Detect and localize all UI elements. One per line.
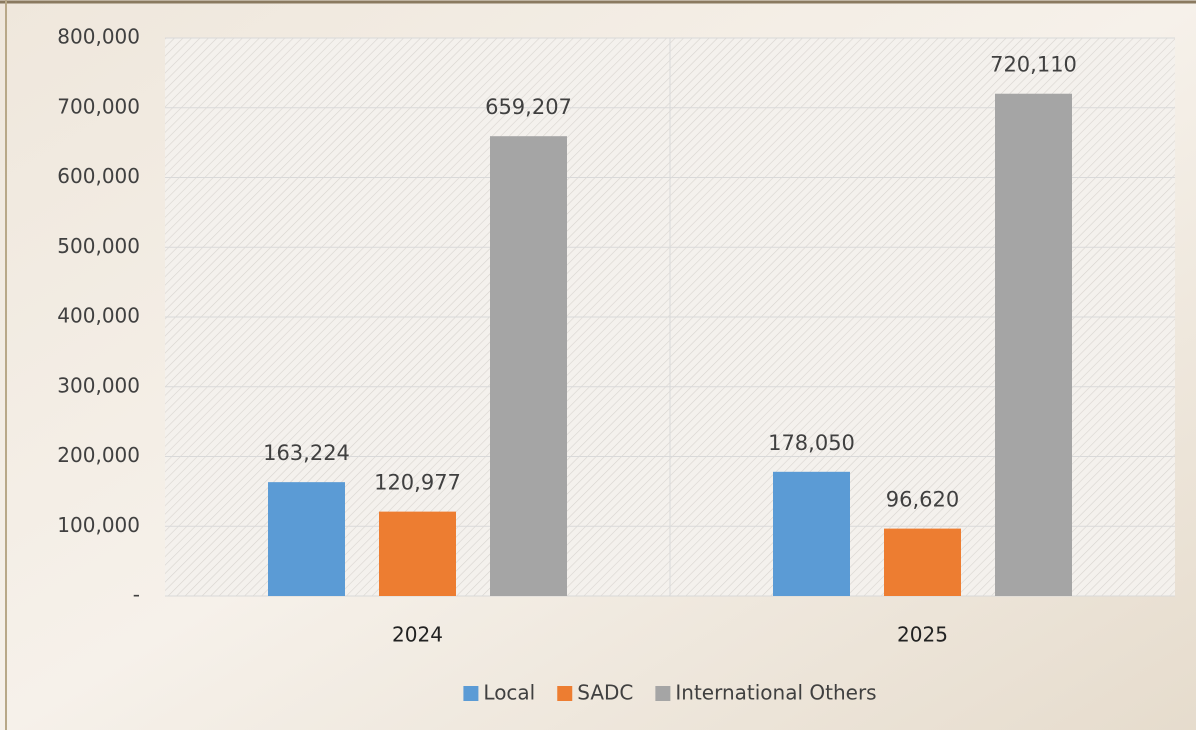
- y-tick-label: 400,000: [57, 304, 140, 328]
- value-label: 720,110: [990, 53, 1077, 77]
- legend-swatch: [463, 686, 478, 701]
- y-tick-label: 600,000: [57, 164, 140, 188]
- bar: [490, 136, 567, 596]
- x-tick-label: 2024: [392, 623, 443, 647]
- y-tick-label: 800,000: [57, 25, 140, 49]
- value-label: 178,050: [768, 431, 855, 455]
- bar: [773, 472, 850, 596]
- bar: [884, 529, 961, 596]
- value-label: 96,620: [886, 488, 959, 512]
- chart: - 100,000 200,000 300,000 400,000 500,000 600,…: [0, 0, 1196, 730]
- legend-swatch: [655, 686, 670, 701]
- y-tick-label: 500,000: [57, 234, 140, 258]
- value-label: 120,977: [374, 471, 461, 495]
- y-tick-label: 300,000: [57, 373, 140, 397]
- y-tick-label: 700,000: [57, 94, 140, 118]
- bar: [995, 94, 1072, 596]
- legend-label: SADC: [577, 681, 633, 705]
- bar: [268, 482, 345, 596]
- y-tick-label: 200,000: [57, 443, 140, 467]
- value-label: 163,224: [263, 441, 350, 465]
- bar: [379, 512, 456, 596]
- y-tick-label: 100,000: [57, 513, 140, 537]
- legend-label: Local: [483, 681, 535, 705]
- legend-label: International Others: [675, 681, 876, 705]
- y-tick-label: -: [133, 583, 140, 607]
- legend-swatch: [557, 686, 572, 701]
- value-label: 659,207: [485, 95, 572, 119]
- x-tick-label: 2025: [897, 623, 948, 647]
